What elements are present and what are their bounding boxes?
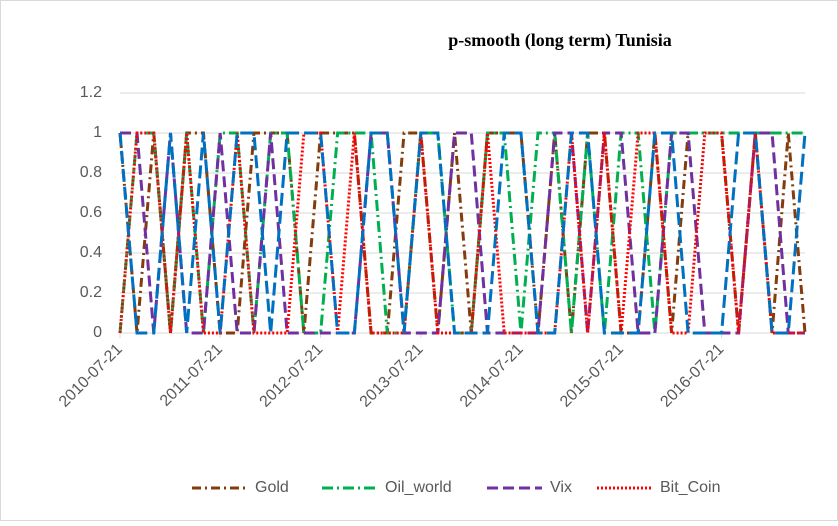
y-tick-label: 0.4: [80, 244, 102, 261]
y-tick-label: 1: [93, 124, 102, 141]
y-tick-label: 0: [93, 324, 102, 341]
y-tick-label: 0.6: [80, 204, 102, 221]
chart-title: p-smooth (long term) Tunisia: [448, 30, 672, 51]
legend-label: Oil_world: [385, 479, 452, 496]
y-tick-label: 0.2: [80, 284, 102, 301]
legend-label: Bit_Coin: [660, 479, 720, 496]
series-line: [120, 131, 805, 335]
y-tick-label: 0.8: [80, 164, 102, 181]
series-line: [118, 131, 805, 335]
y-tick-label: 1.2: [80, 84, 102, 101]
legend-label: Gold: [255, 479, 289, 496]
legend-label: Vix: [550, 479, 572, 496]
